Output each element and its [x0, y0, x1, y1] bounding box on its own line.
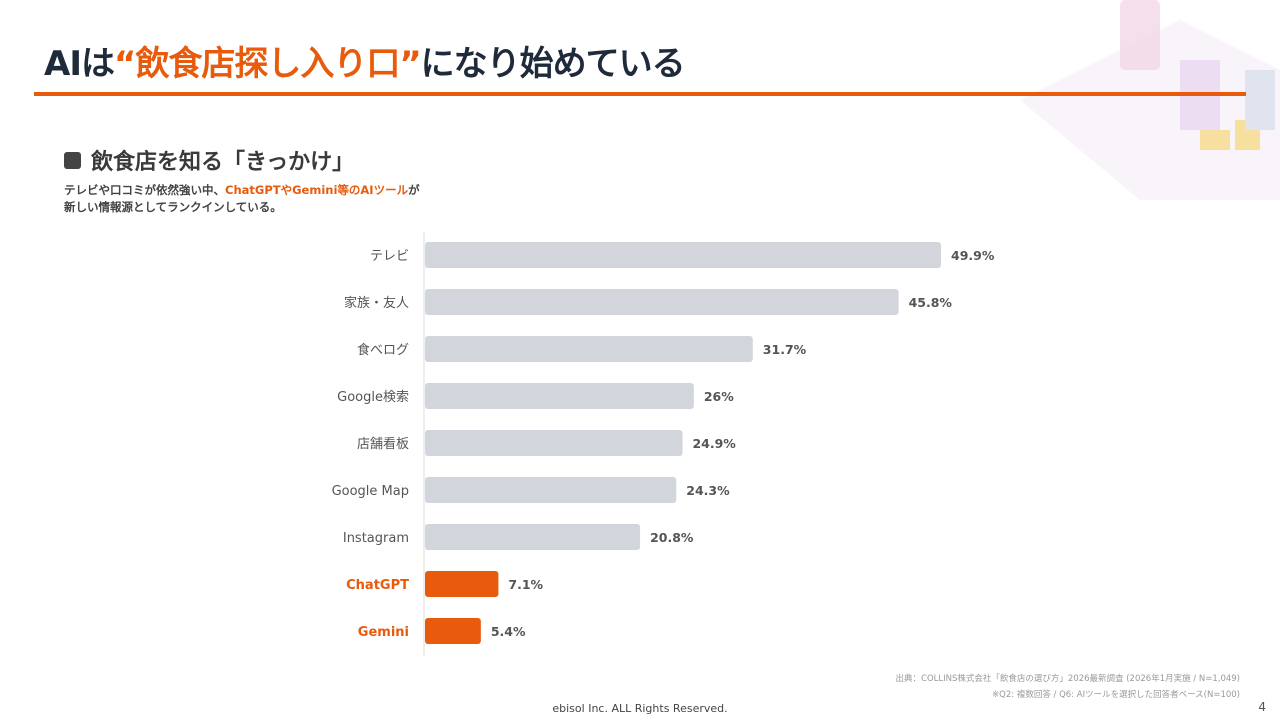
bar: [425, 430, 683, 456]
bar: [425, 571, 499, 597]
section-description: テレビや口コミが依然強い中、ChatGPTやGemini等のAIツールが 新しい情…: [64, 183, 420, 214]
data-label: 7.1%: [508, 577, 543, 592]
data-label: 49.9%: [951, 248, 995, 263]
bullet-square-icon: [64, 151, 81, 169]
bar: [425, 524, 641, 550]
data-label: 24.3%: [686, 483, 730, 498]
bar: [425, 383, 694, 409]
data-label: 20.8%: [650, 530, 694, 545]
category-label: ChatGPT: [346, 578, 409, 593]
category-label: 家族・友人: [344, 295, 409, 311]
bar: [425, 618, 481, 644]
page-title: AIは“飲食店探し入り口”になり始めている: [44, 44, 686, 84]
category-label: 店舗看板: [357, 436, 409, 452]
category-label: Gemini: [358, 625, 409, 640]
section-heading: 飲食店を知る「きっかけ」: [64, 144, 354, 176]
category-label: 食べログ: [357, 342, 409, 358]
data-label: 5.4%: [491, 624, 526, 639]
bar: [425, 477, 677, 503]
category-label: テレビ: [370, 249, 409, 264]
page-number: 4: [1258, 700, 1266, 714]
bar: [425, 289, 899, 315]
copyright: ebisol Inc. ALL Rights Reserved.: [552, 702, 728, 715]
data-label: 26%: [704, 389, 734, 404]
data-label: 31.7%: [763, 342, 807, 357]
category-label: Google検索: [337, 390, 409, 405]
data-label: 24.9%: [692, 436, 736, 451]
footnote: ※Q2: 複数回答 / Q6: AIツールを選択した回答者ベース(N=100): [992, 690, 1240, 700]
category-label: Instagram: [343, 531, 409, 546]
category-label: Google Map: [332, 484, 409, 499]
data-label: 45.8%: [909, 295, 953, 310]
source-note: 出典：COLLINS株式会社「飲食店の選び方」2026最新調査 (2026年1月…: [895, 674, 1240, 684]
bar: [425, 242, 941, 268]
bar: [425, 336, 753, 362]
title-divider: [34, 92, 1246, 96]
